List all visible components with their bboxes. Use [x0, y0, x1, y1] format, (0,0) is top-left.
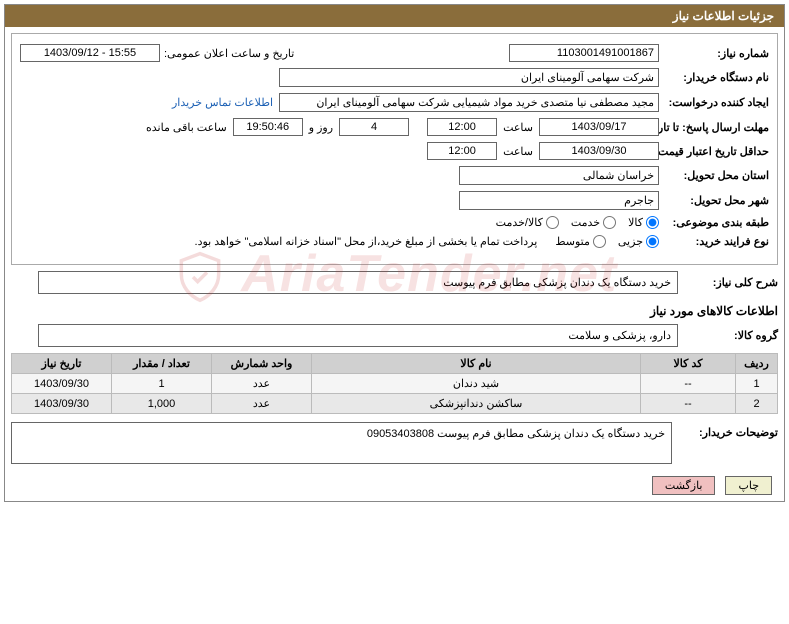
main-panel: جزئیات اطلاعات نیاز شماره نیاز: 11030014…	[4, 4, 785, 502]
announce-dt-label: تاریخ و ساعت اعلان عمومی:	[160, 47, 294, 60]
th-unit: واحد شمارش	[212, 354, 312, 374]
cell-code: --	[641, 394, 736, 414]
category-goods-label: کالا	[628, 216, 643, 229]
th-name: نام کالا	[312, 354, 641, 374]
category-service-label: خدمت	[571, 216, 600, 229]
category-goods[interactable]: کالا	[628, 216, 659, 229]
goods-section-title: اطلاعات کالاهای مورد نیاز	[11, 304, 778, 318]
deadline-time-field: 12:00	[427, 118, 497, 136]
cell-qty: 1	[112, 374, 212, 394]
deadline-date-field: 1403/09/17	[539, 118, 659, 136]
category-radio-group: کالا خدمت کالا/خدمت	[496, 216, 659, 229]
cell-name: ساکشن دندانپزشکی	[312, 394, 641, 414]
buyer-notes-label: توضیحات خریدار:	[678, 422, 778, 439]
countdown-field: 19:50:46	[233, 118, 303, 136]
goods-group-field: دارو، پزشکی و سلامت	[38, 324, 678, 347]
back-button[interactable]: بازگشت	[652, 476, 716, 495]
purchase-partial[interactable]: جزیی	[618, 235, 659, 248]
th-date: تاریخ نیاز	[12, 354, 112, 374]
category-both[interactable]: کالا/خدمت	[496, 216, 559, 229]
purchase-note: پرداخت تمام یا بخشی از مبلغ خرید،از محل …	[195, 235, 556, 248]
cell-qty: 1,000	[112, 394, 212, 414]
province-field: خراسان شمالی	[459, 166, 659, 185]
requester-field: مجید مصطفی نیا متصدی خرید مواد شیمیایی ش…	[279, 93, 659, 112]
cell-unit: عدد	[212, 374, 312, 394]
hour-label-2: ساعت	[497, 145, 539, 158]
goods-group-label: گروه کالا:	[678, 329, 778, 342]
purchase-medium[interactable]: متوسط	[555, 235, 606, 248]
cell-row: 1	[736, 374, 778, 394]
min-validity-time-field: 12:00	[427, 142, 497, 160]
print-button[interactable]: چاپ	[725, 476, 772, 495]
days-and-label: روز و	[303, 121, 339, 134]
table-row: 2--ساکشن دندانپزشکیعدد1,0001403/09/30	[12, 394, 778, 414]
purchase-type-label: نوع فرایند خرید:	[659, 235, 769, 248]
city-field: جاجرم	[459, 191, 659, 210]
panel-body: شماره نیاز: 1103001491001867 تاریخ و ساع…	[5, 27, 784, 470]
purchase-radio-group: جزیی متوسط	[555, 235, 659, 248]
days-left-field: 4	[339, 118, 409, 136]
cell-date: 1403/09/30	[12, 394, 112, 414]
city-label: شهر محل تحویل:	[659, 194, 769, 207]
announce-dt-field: 1403/09/12 - 15:55	[20, 44, 160, 62]
panel-title: جزئیات اطلاعات نیاز	[5, 5, 784, 27]
cell-code: --	[641, 374, 736, 394]
deadline-label: مهلت ارسال پاسخ: تا تاریخ:	[659, 121, 769, 134]
cell-unit: عدد	[212, 394, 312, 414]
requester-label: ایجاد کننده درخواست:	[659, 96, 769, 109]
category-both-label: کالا/خدمت	[496, 216, 543, 229]
th-code: کد کالا	[641, 354, 736, 374]
category-label: طبقه بندی موضوعی:	[659, 216, 769, 229]
category-service[interactable]: خدمت	[571, 216, 616, 229]
buyer-org-label: نام دستگاه خریدار:	[659, 71, 769, 84]
hour-label-1: ساعت	[497, 121, 539, 134]
min-validity-date-field: 1403/09/30	[539, 142, 659, 160]
need-no-field: 1103001491001867	[509, 44, 659, 62]
need-no-label: شماره نیاز:	[659, 47, 769, 60]
items-table: ردیف کد کالا نام کالا واحد شمارش تعداد /…	[11, 353, 778, 414]
details-section: شماره نیاز: 1103001491001867 تاریخ و ساع…	[11, 33, 778, 265]
cell-name: شید دندان	[312, 374, 641, 394]
cell-row: 2	[736, 394, 778, 414]
buyer-org-field: شرکت سهامی آلومینای ایران	[279, 68, 659, 87]
remaining-label: ساعت باقی مانده	[142, 121, 233, 134]
province-label: استان محل تحویل:	[659, 169, 769, 182]
table-row: 1--شید دندانعدد11403/09/30	[12, 374, 778, 394]
general-desc-field: خرید دستگاه یک دندان پزشکی مطابق فرم پیو…	[38, 271, 678, 294]
contact-link[interactable]: اطلاعات تماس خریدار	[172, 96, 279, 109]
buyer-notes-field: خرید دستگاه یک دندان پزشکی مطابق فرم پیو…	[11, 422, 672, 464]
purchase-partial-label: جزیی	[618, 235, 643, 248]
th-row: ردیف	[736, 354, 778, 374]
button-row: چاپ بازگشت	[5, 470, 778, 501]
th-qty: تعداد / مقدار	[112, 354, 212, 374]
cell-date: 1403/09/30	[12, 374, 112, 394]
general-desc-label: شرح کلی نیاز:	[678, 276, 778, 289]
purchase-medium-label: متوسط	[555, 235, 590, 248]
